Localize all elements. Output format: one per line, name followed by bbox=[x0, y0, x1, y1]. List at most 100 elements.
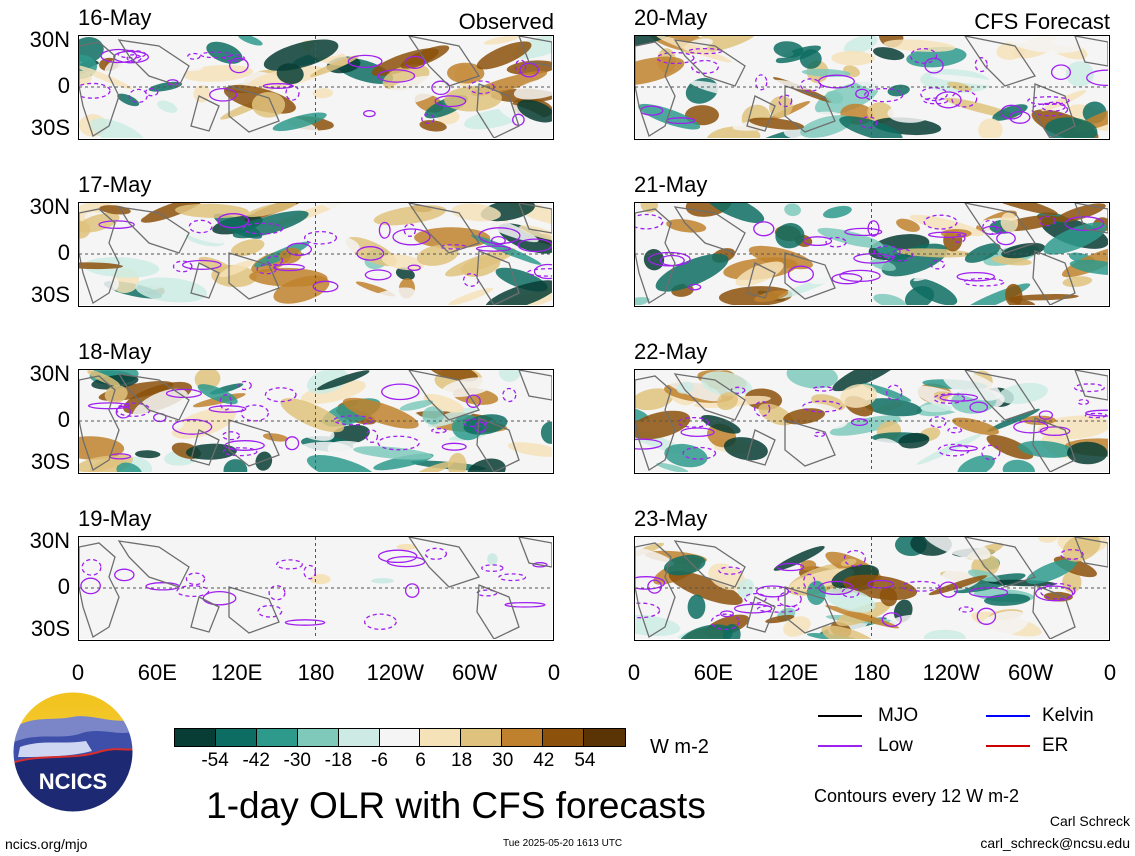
contour-low bbox=[691, 59, 719, 74]
contour-low bbox=[533, 263, 552, 280]
olr-anomaly-blob bbox=[635, 36, 670, 49]
panel-date-observed-1: 16-May bbox=[78, 5, 152, 30]
olr-field-svg bbox=[635, 203, 1108, 305]
contour-low bbox=[853, 253, 894, 264]
olr-anomaly-blob bbox=[447, 62, 485, 84]
olr-anomaly-blob bbox=[79, 262, 123, 270]
contour-low bbox=[242, 222, 284, 235]
contour-low bbox=[144, 87, 159, 97]
olr-field-svg bbox=[635, 36, 1108, 138]
coastline bbox=[635, 41, 676, 137]
panel-date-forecast-2: 21-May bbox=[634, 172, 708, 197]
contour-low bbox=[377, 435, 420, 451]
contour-low bbox=[818, 74, 855, 89]
contour-low bbox=[441, 442, 467, 451]
contour-low bbox=[1013, 420, 1049, 434]
y-tick-label: 30S bbox=[30, 115, 70, 140]
colorbar bbox=[174, 728, 626, 747]
contour-low bbox=[688, 283, 702, 291]
contour-low bbox=[98, 220, 135, 229]
y-tick-label: 30N bbox=[29, 361, 70, 386]
olr-anomaly-blob bbox=[378, 36, 415, 44]
contour-low bbox=[841, 587, 860, 598]
contour-low bbox=[927, 231, 967, 238]
coastline bbox=[79, 542, 120, 638]
olr-anomaly-blob bbox=[416, 244, 459, 266]
contour-low bbox=[1009, 110, 1031, 124]
olr-anomaly-blob bbox=[735, 36, 809, 57]
coastline bbox=[1074, 370, 1108, 401]
olr-anomaly-blob bbox=[341, 287, 415, 305]
contour-low bbox=[208, 405, 247, 413]
colorbar-tick-label: -30 bbox=[283, 750, 311, 771]
olr-anomaly-blob bbox=[871, 438, 906, 463]
olr-anomaly-blob bbox=[687, 594, 706, 619]
contour-low bbox=[224, 440, 265, 451]
olr-anomaly-blob bbox=[822, 205, 852, 219]
contour-low bbox=[1039, 582, 1076, 600]
olr-anomaly-blob bbox=[1002, 459, 1035, 472]
contour-low bbox=[930, 259, 946, 270]
coastline bbox=[673, 373, 746, 421]
olr-anomaly-blob bbox=[79, 455, 124, 472]
olr-anomaly-blob bbox=[146, 433, 164, 445]
x-tick-label: 60E bbox=[693, 660, 733, 685]
coastline bbox=[228, 419, 280, 467]
colorbar-tick-label: 6 bbox=[415, 750, 426, 771]
x-tick-label: 180 bbox=[297, 660, 335, 685]
map-panel-forecast-3 bbox=[634, 369, 1110, 474]
olr-field-svg bbox=[79, 370, 552, 472]
olr-anomaly-blob bbox=[423, 394, 465, 413]
contour-low bbox=[504, 601, 546, 608]
olr-anomaly-blob bbox=[90, 118, 147, 138]
olr-anomaly-blob bbox=[1006, 36, 1084, 54]
contour-low bbox=[113, 50, 150, 64]
colorbar-swatch bbox=[379, 729, 421, 746]
y-tick-label: 30N bbox=[29, 194, 70, 219]
olr-anomaly-blob bbox=[987, 408, 1040, 432]
contour-low bbox=[273, 263, 305, 272]
olr-anomaly-blob bbox=[817, 227, 884, 249]
olr-anomaly-blob bbox=[309, 574, 331, 585]
y-tick-label: 0 bbox=[57, 574, 70, 599]
olr-anomaly-blob bbox=[517, 99, 552, 123]
contour-low bbox=[475, 245, 512, 252]
contour-low bbox=[1000, 104, 1023, 120]
contour-low bbox=[802, 573, 816, 590]
olr-anomaly-blob bbox=[487, 553, 498, 565]
contour-low bbox=[1027, 96, 1070, 106]
contour-low bbox=[392, 228, 431, 246]
contour-low bbox=[284, 436, 300, 451]
olr-anomaly-blob bbox=[251, 92, 286, 118]
contour-low bbox=[434, 95, 467, 108]
contour-low bbox=[659, 254, 685, 267]
coastline bbox=[408, 537, 481, 588]
olr-field-svg bbox=[635, 537, 1108, 639]
legend-label-er: ER bbox=[1042, 735, 1069, 756]
legend-line-er bbox=[986, 745, 1030, 747]
logo-text: NCICS bbox=[39, 769, 107, 794]
contour-low bbox=[996, 231, 1016, 246]
coastline bbox=[746, 262, 776, 299]
colorbar-tick-label: 18 bbox=[451, 750, 473, 771]
contour-low bbox=[217, 213, 250, 229]
olr-anomaly-blob bbox=[462, 541, 478, 547]
olr-anomaly-blob bbox=[498, 370, 521, 382]
olr-anomaly-blob bbox=[706, 126, 761, 138]
map-panel-forecast-1 bbox=[634, 35, 1110, 140]
olr-anomaly-blob bbox=[831, 50, 875, 66]
coastline bbox=[784, 586, 836, 634]
contour-low bbox=[1039, 426, 1071, 436]
colorbar-tick-label: -54 bbox=[201, 750, 229, 771]
olr-anomaly-blob bbox=[451, 203, 501, 222]
x-tick-label: 60W bbox=[1008, 660, 1054, 685]
olr-anomaly-blob bbox=[769, 95, 793, 118]
olr-anomaly-blob bbox=[946, 266, 964, 289]
coastline bbox=[1032, 250, 1076, 305]
olr-anomaly-blob bbox=[262, 433, 289, 442]
contour-low bbox=[364, 269, 392, 281]
olr-anomaly-blob bbox=[748, 117, 805, 130]
olr-anomaly-blob bbox=[811, 77, 838, 92]
coastline bbox=[518, 203, 552, 234]
coastline bbox=[476, 83, 520, 138]
